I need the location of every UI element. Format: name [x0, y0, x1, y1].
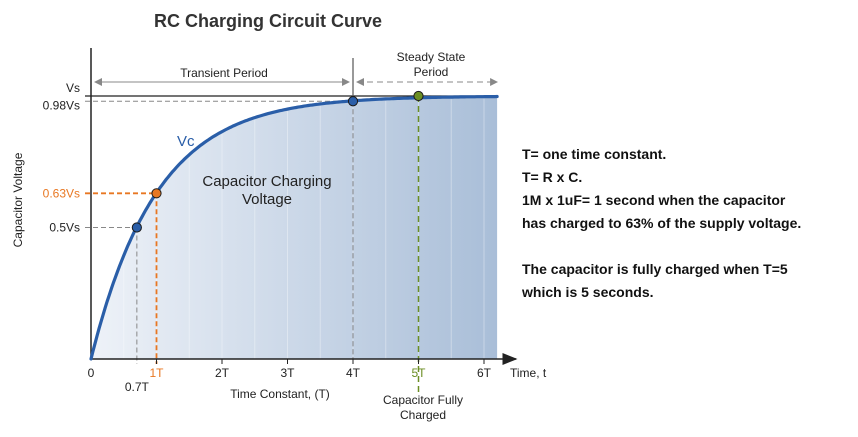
- y-axis-title: Capacitor Voltage: [11, 152, 25, 247]
- x-tick-label-0.7t: 0.7T: [125, 380, 150, 394]
- y-tick-label: Vs: [66, 81, 80, 95]
- area-label-line: Voltage: [242, 191, 292, 208]
- x-axis-end-label: Time, t: [510, 366, 547, 380]
- note-spacer: [522, 235, 854, 258]
- x-tick-label: 3T: [280, 366, 295, 380]
- region-label-steady-state: Period: [414, 65, 449, 79]
- region-label-steady-state: Steady State: [397, 50, 466, 64]
- x-tick-label: 6T: [477, 366, 492, 380]
- x-axis-title: Time Constant, (T): [230, 387, 330, 401]
- note-line-6: which is 5 seconds.: [522, 284, 654, 300]
- x-tick-label: 4T: [346, 366, 361, 380]
- chart-title: RC Charging Circuit Curve: [154, 11, 382, 31]
- area-label-line: Capacitor Charging: [202, 173, 331, 190]
- charging-area: [91, 96, 498, 359]
- annotation-fully-charged: Charged: [400, 408, 446, 422]
- marker-point-1: [151, 188, 162, 199]
- marker-point-0: [131, 222, 142, 233]
- marker-point-3: [413, 90, 424, 102]
- region-label-transient: Transient Period: [180, 66, 268, 80]
- note-line-4: has charged to 63% of the supply voltage…: [522, 215, 802, 231]
- y-tick-label: 0.5Vs: [49, 221, 80, 235]
- y-tick-label: 0.63Vs: [43, 186, 80, 200]
- note-line-5: The capacitor is fully charged when T=5: [522, 261, 788, 277]
- x-tick-label: 2T: [215, 366, 230, 380]
- marker-point-2: [347, 96, 359, 107]
- x-tick-label: 5T: [411, 366, 426, 380]
- note-line-1: T= one time constant.: [522, 146, 667, 162]
- x-tick-label: 1T: [149, 366, 164, 380]
- annotation-fully-charged: Capacitor Fully: [383, 393, 463, 407]
- time-constant-notes: T= one time constant. T= R x C. 1M x 1uF…: [522, 143, 854, 304]
- y-tick-label: 0.98Vs: [43, 98, 80, 112]
- x-tick-label: 0: [88, 366, 95, 380]
- note-line-3: 1M x 1uF= 1 second when the capacitor: [522, 192, 786, 208]
- note-line-2: T= R x C.: [522, 169, 583, 185]
- series-label-vc: Vc: [177, 133, 195, 150]
